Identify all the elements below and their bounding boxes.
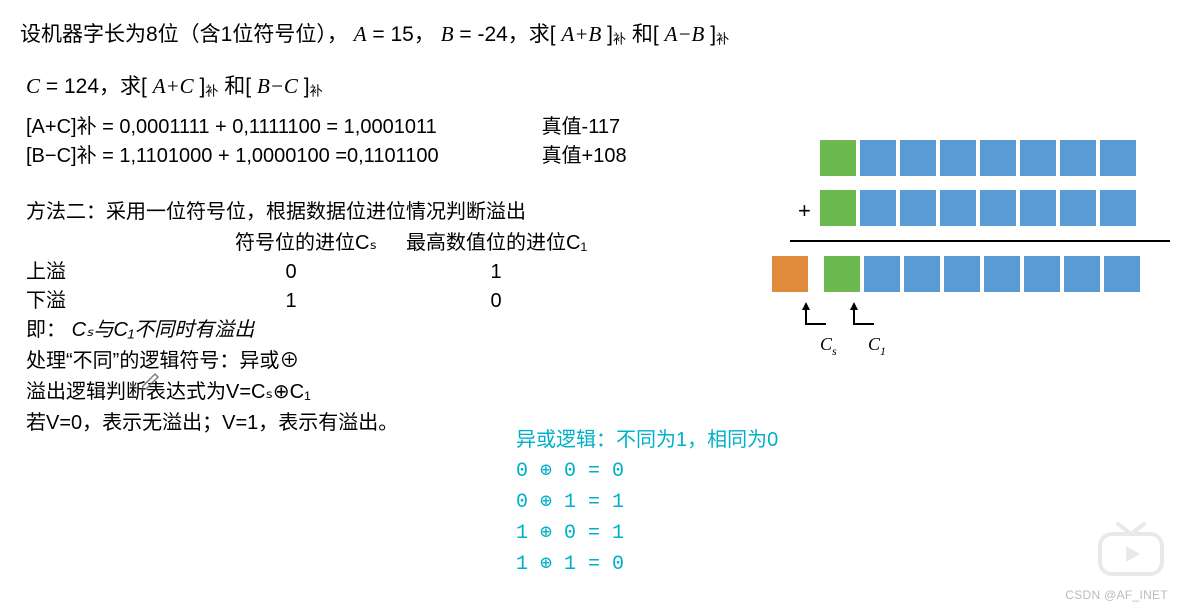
byte-row-a — [820, 140, 1180, 176]
AmB: A−B — [665, 22, 705, 46]
xor-title: 异或逻辑：不同为1，相同为0 — [516, 425, 778, 456]
ApB: A+B — [562, 22, 602, 46]
cs-sub: s — [832, 344, 837, 358]
data-bit — [1060, 190, 1096, 226]
sub: 补 — [205, 84, 218, 99]
calc-lhs: [B−C]补 = 1,1101000 + 1,0000100 =0,110110… — [26, 139, 536, 168]
txt: 和[ — [224, 75, 251, 98]
data-bit — [1024, 256, 1060, 292]
over-cs: 0 — [186, 258, 396, 287]
gap — [812, 256, 820, 292]
ApC: A+C — [153, 74, 194, 98]
under-label: 下溢 — [26, 287, 186, 316]
data-bit — [900, 140, 936, 176]
data-bit — [980, 140, 1016, 176]
calc-val: 真值-117 — [542, 110, 621, 139]
note2: 处理“不同”的逻辑符号：异或⊕ — [26, 347, 1168, 376]
calc-val: 真值+108 — [542, 139, 627, 168]
under-cs: 1 — [186, 287, 396, 316]
data-bit — [1100, 140, 1136, 176]
C: C — [26, 74, 40, 98]
bit-diagram: + C s C 1 — [820, 140, 1180, 306]
data-bit — [860, 190, 896, 226]
note1-body: Cₛ与C₁不同时有溢出 — [72, 319, 255, 341]
xor-l1: 0 ⊕ 0 = 0 — [516, 456, 778, 487]
sub: 补 — [613, 32, 626, 47]
over-c1: 1 — [396, 258, 596, 287]
data-bit — [1020, 140, 1056, 176]
problem-line-2: C = 124，求[ A+C ]补 和[ B−C ]补 — [26, 70, 1168, 100]
data-bit — [900, 190, 936, 226]
problem-line-1: 设机器字长为8位（含1位符号位）， A = 15， B = -24，求[ A+B… — [20, 18, 1168, 48]
data-bit — [940, 190, 976, 226]
byte-row-b — [820, 190, 1180, 226]
txt: = 15， — [372, 23, 434, 46]
carry-bit — [772, 256, 808, 292]
under-c1: 0 — [396, 287, 596, 316]
sub: 补 — [716, 32, 729, 47]
BmC: B−C — [257, 74, 298, 98]
xor-l3: 1 ⊕ 0 = 1 — [516, 518, 778, 549]
hdr-c1: 最高数值位的进位C₁ — [406, 229, 636, 258]
data-bit — [984, 256, 1020, 292]
over-label: 上溢 — [26, 258, 186, 287]
txt: 设机器字长为8位（含1位符号位）， — [20, 23, 348, 46]
spacer — [26, 229, 206, 258]
sign-bit — [820, 140, 856, 176]
txt: = 124，求[ — [46, 75, 147, 98]
note3: 溢出逻辑判断表达式为V=Cₛ⊕C₁ — [26, 378, 1168, 407]
sub: 补 — [310, 84, 323, 99]
sum-line — [790, 240, 1170, 242]
data-bit — [940, 140, 976, 176]
c1-sub: 1 — [880, 344, 886, 358]
plus-sign: + — [798, 198, 811, 224]
txt: 和[ — [632, 23, 659, 46]
B: B — [441, 22, 454, 46]
txt: = -24，求[ — [459, 23, 555, 46]
sign-bit — [824, 256, 860, 292]
data-bit — [864, 256, 900, 292]
data-bit — [1020, 190, 1056, 226]
watermark: CSDN @AF_INET — [1065, 588, 1168, 602]
data-bit — [904, 256, 940, 292]
carry-arrows-svg: C s C 1 — [784, 302, 984, 372]
carry-labels: C s C 1 — [784, 302, 984, 378]
A: A — [354, 22, 367, 46]
hdr-cs: 符号位的进位Cₛ — [206, 229, 406, 258]
note1: 即： Cₛ与C₁不同时有溢出 — [26, 316, 1168, 345]
calc-lhs: [A+C]补 = 0,0001111 + 0,1111100 = 1,00010… — [26, 110, 536, 139]
pen-cursor-icon — [140, 368, 162, 390]
data-bit — [1100, 190, 1136, 226]
data-bit — [980, 190, 1016, 226]
byte-row-sum — [772, 256, 1180, 292]
data-bit — [1104, 256, 1140, 292]
data-bit — [860, 140, 896, 176]
xor-l2: 0 ⊕ 1 = 1 — [516, 487, 778, 518]
xor-l4: 1 ⊕ 1 = 0 — [516, 549, 778, 580]
data-bit — [1060, 140, 1096, 176]
note1-pre: 即： — [26, 319, 72, 341]
tv-icon — [1096, 522, 1166, 578]
data-bit — [944, 256, 980, 292]
xor-block: 异或逻辑：不同为1，相同为0 0 ⊕ 0 = 0 0 ⊕ 1 = 1 1 ⊕ 0… — [516, 425, 778, 580]
sign-bit — [820, 190, 856, 226]
data-bit — [1064, 256, 1100, 292]
calc-row-1: [A+C]补 = 0,0001111 + 0,1111100 = 1,00010… — [26, 110, 1168, 139]
